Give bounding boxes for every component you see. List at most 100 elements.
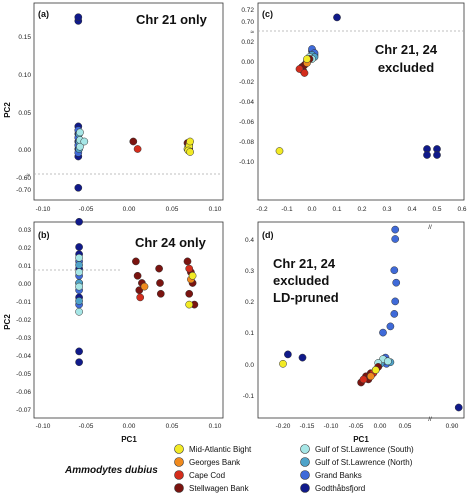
- panel-c: (c) Chr 21, 24 excluded ≈ 0.72 0.70 0.02…: [239, 2, 467, 213]
- point-b-cape-cod: [136, 293, 145, 302]
- panel-c-xtick: -0.2: [256, 206, 268, 213]
- point-a-stellwagen-bank: [129, 137, 138, 146]
- panel-d-break-mark-top: //: [428, 224, 432, 231]
- point-a-gulf-of-st-lawrence-south: [80, 137, 89, 146]
- point-a-godth-bsfjord: [74, 183, 83, 192]
- point-d-grand-banks: [390, 310, 399, 318]
- point-b-stellwagen-bank: [133, 271, 142, 280]
- panel-c-xtick: 0.6: [457, 206, 466, 213]
- legend-label-georges-bank: Georges Bank: [189, 458, 241, 467]
- y-axis-title-bottom: PC2: [3, 314, 12, 330]
- panel-a: (a) Chr 21 only ≈ 0.15 0.10 0.05 0.00 -0…: [16, 2, 224, 213]
- panel-c-xtick: 0.5: [432, 206, 441, 213]
- panel-d-xtick: -0.10: [324, 423, 339, 430]
- point-a-gulf-of-st-lawrence-south: [76, 142, 84, 151]
- point-b-gulf-of-st-lawrence-south: [75, 268, 83, 277]
- panel-b-xtick: 0.00: [123, 423, 136, 430]
- panel-a-xtick: 0.05: [166, 206, 179, 213]
- panel-c-ytick: 0.00: [241, 59, 254, 66]
- panel-a-xtick: -0.05: [79, 206, 94, 213]
- panel-b-ytick: -0.02: [16, 317, 31, 324]
- panel-a-break-mark: ≈: [26, 172, 30, 179]
- point-b-stellwagen-bank: [156, 279, 164, 287]
- panel-b-xtick: 0.10: [209, 423, 222, 430]
- legend-marker-gulf-st-lawrence-north: [300, 457, 310, 467]
- legend-label-stellwagen-bank: Stellwagen Bank: [189, 484, 250, 493]
- point-d-grand-banks: [391, 235, 400, 243]
- panel-b-annotation: Chr 24 only: [135, 235, 207, 250]
- point-b-georges-bank: [140, 282, 149, 291]
- panel-c-frame: [257, 2, 465, 201]
- panel-d-ytick: 0.0: [245, 362, 254, 369]
- legend-marker-mid-atlantic-bight: [174, 444, 184, 454]
- point-b-stellwagen-bank: [183, 257, 192, 266]
- panel-a-ytick: -0.70: [16, 187, 31, 194]
- point-d-georges-bank: [366, 372, 375, 381]
- panel-a-ytick: 0.10: [18, 72, 31, 79]
- point-b-stellwagen-bank: [156, 289, 165, 298]
- panel-d-ytick: 0.1: [245, 330, 254, 337]
- panel-d-xtick: -0.20: [276, 423, 291, 430]
- panel-d-annotation-line3: LD-pruned: [273, 290, 339, 305]
- panel-c-annotation-line1: Chr 21, 24: [375, 42, 438, 57]
- panel-d-xtick: 0.90: [446, 423, 459, 430]
- point-d-godth-bsfjord: [298, 353, 307, 362]
- panel-d: (d) Chr 21, 24 excluded LD-pruned // // …: [243, 221, 465, 430]
- point-b-gulf-of-st-lawrence-north: [75, 261, 83, 269]
- panel-b-ytick: -0.01: [16, 299, 31, 306]
- point-d-grand-banks: [390, 266, 399, 275]
- panel-b-ytick: -0.03: [16, 335, 31, 342]
- panel-a-xtick: 0.00: [123, 206, 136, 213]
- panel-b-ytick: -0.06: [16, 389, 31, 396]
- point-c-cape-cod: [295, 65, 304, 73]
- legend-marker-godthabsfjord: [300, 483, 310, 493]
- point-d-gulf-of-st-lawrence-south: [384, 357, 392, 366]
- legend: Ammodytes dubius Mid-Atlantic Bight Geor…: [64, 444, 414, 493]
- legend-marker-georges-bank: [174, 457, 184, 467]
- panel-b-xtick: -0.10: [36, 423, 51, 430]
- y-axis-title-top: PC2: [3, 102, 12, 118]
- points-layer: [74, 13, 463, 412]
- point-b-godth-bsfjord: [75, 347, 83, 356]
- panel-c-label: (c): [262, 9, 273, 19]
- panel-b-ytick: -0.05: [16, 371, 31, 378]
- panel-d-ytick: 0.3: [245, 268, 254, 275]
- point-d-godth-bsfjord: [454, 403, 463, 412]
- point-d-grand-banks: [386, 322, 395, 331]
- point-d-godth-bsfjord: [284, 350, 292, 359]
- panel-c-ytick: -0.04: [239, 99, 254, 106]
- panel-a-xtick: 0.10: [209, 206, 222, 213]
- panel-c-xtick: -0.1: [281, 206, 293, 213]
- panel-c-xtick: 0.2: [357, 206, 366, 213]
- panel-b-ytick: 0.00: [18, 281, 31, 288]
- legend-marker-gulf-st-lawrence-south: [300, 444, 310, 454]
- point-c-godth-bsfjord: [433, 151, 441, 159]
- point-b-stellwagen-bank: [155, 264, 163, 273]
- panel-b-frame: [33, 221, 224, 419]
- panel-d-xtick: -0.05: [349, 423, 364, 430]
- panel-d-frame: [257, 221, 465, 419]
- panel-d-break-mark-bottom: //: [428, 416, 432, 423]
- panel-d-label: (d): [262, 230, 274, 240]
- x-axis-title-left: PC1: [121, 435, 137, 444]
- panel-c-ytick: -0.08: [239, 139, 254, 146]
- legend-marker-grand-banks: [300, 470, 310, 480]
- panel-c-xtick: 0.3: [382, 206, 391, 213]
- panel-b-xtick: -0.05: [79, 423, 94, 430]
- legend-label-grand-banks: Grand Banks: [315, 471, 362, 480]
- panel-a-ytick: 0.05: [18, 110, 31, 117]
- point-d-grand-banks: [392, 278, 401, 287]
- panel-c-ytick: 0.70: [241, 19, 254, 26]
- panel-d-annotation-line1: Chr 21, 24: [273, 256, 336, 271]
- panel-c-ytick: -0.06: [239, 119, 254, 126]
- panel-d-ytick: 0.2: [245, 299, 254, 306]
- panel-c-break-mark: ≈: [250, 29, 254, 36]
- point-a-gulf-of-st-lawrence-south: [76, 128, 84, 137]
- panel-b-ytick: -0.04: [16, 353, 31, 360]
- panel-b-ytick: 0.03: [18, 227, 31, 234]
- panel-b-label: (b): [38, 230, 50, 240]
- point-b-gulf-of-st-lawrence-north: [75, 297, 83, 305]
- point-a-mid-atlantic-bight: [186, 137, 194, 146]
- point-b-gulf-of-st-lawrence-south: [75, 253, 83, 262]
